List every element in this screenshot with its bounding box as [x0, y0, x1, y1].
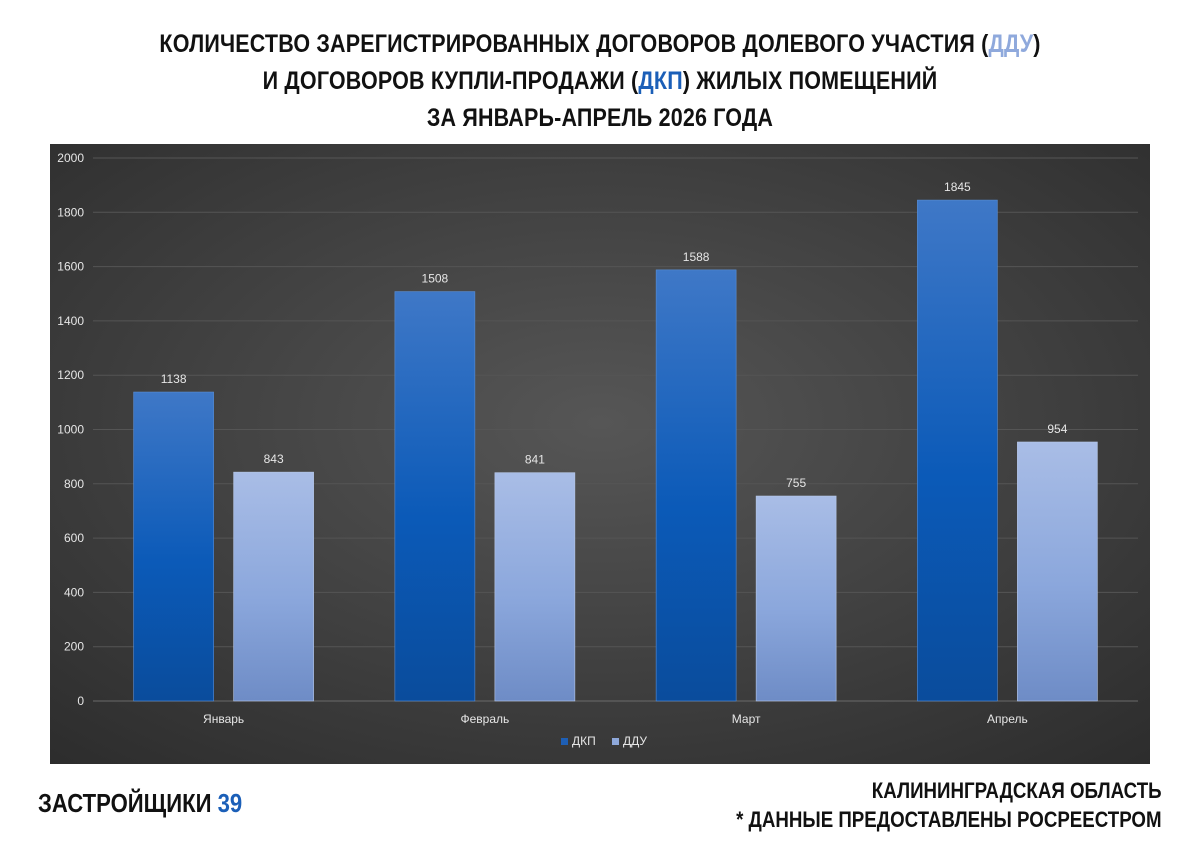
region-label: КАЛИНИНГРАДСКАЯ ОБЛАСТЬ: [872, 778, 1162, 803]
data-label: 1845: [944, 180, 971, 194]
x-tick-label: Апрель: [987, 712, 1028, 726]
bar-ddu: [1017, 441, 1098, 702]
chart-title: КОЛИЧЕСТВО ЗАРЕГИСТРИРОВАННЫХ ДОГОВОРОВ …: [84, 26, 1116, 137]
bars: 1138 843 1508 841 1588 755 1845 954: [133, 180, 1098, 702]
y-tick-label: 600: [64, 531, 84, 545]
y-tick-label: 800: [64, 477, 84, 491]
legend-swatch-dkp: [561, 738, 568, 745]
brand-name: ЗАСТРОЙЩИКИ: [38, 788, 212, 818]
data-label: 755: [786, 476, 806, 490]
data-label: 1508: [422, 272, 449, 286]
y-tick-label: 200: [64, 640, 84, 654]
bar-dkp: [917, 199, 998, 702]
bar-dkp: [133, 391, 214, 702]
brand-number: 39: [217, 788, 243, 818]
y-tick-label: 2000: [57, 151, 84, 165]
source-note: * ДАННЫЕ ПРЕДОСТАВЛЕНЫ РОСРЕЕСТРОМ: [736, 807, 1162, 832]
y-tick-label: 0: [77, 694, 84, 708]
data-label: 843: [264, 452, 284, 466]
footer-notes: КАЛИНИНГРАДСКАЯ ОБЛАСТЬ * ДАННЫЕ ПРЕДОСТ…: [737, 776, 1162, 834]
legend-label: ДДУ: [623, 734, 647, 748]
bar-ddu: [233, 471, 314, 702]
bar-dkp: [394, 291, 476, 702]
legend: ДКП ДДУ: [561, 734, 647, 748]
title-ddu-highlight: ДДУ: [988, 30, 1034, 58]
bar-ddu: [494, 472, 576, 702]
title-dkp-highlight: ДКП: [638, 67, 683, 95]
bar-dkp: [655, 269, 737, 702]
bar-ddu: [755, 495, 837, 702]
title-line-2: И ДОГОВОРОВ КУПЛИ-ПРОДАЖИ (ДКП) ЖИЛЫХ ПО…: [262, 67, 938, 95]
bar-chart: 0 200 400 600 800 1000 1200 1400 1600 1800 2000 11…: [50, 144, 1150, 764]
x-tick-label: Февраль: [460, 712, 509, 726]
data-label: 841: [525, 453, 545, 467]
data-label: 1588: [683, 250, 710, 264]
y-tick-label: 1000: [57, 423, 84, 437]
y-tick-label: 1800: [57, 205, 84, 219]
y-tick-label: 400: [64, 585, 84, 599]
title-line-1: КОЛИЧЕСТВО ЗАРЕГИСТРИРОВАННЫХ ДОГОВОРОВ …: [159, 30, 1041, 58]
legend-label: ДКП: [572, 734, 596, 748]
y-axis: 0 200 400 600 800 1000 1200 1400 1600 1800 2000: [57, 151, 84, 708]
chart-area: 0 200 400 600 800 1000 1200 1400 1600 1800 2000 11…: [50, 144, 1150, 764]
x-tick-label: Март: [732, 712, 761, 726]
brand-logo-text: ЗАСТРОЙЩИКИ 39: [38, 788, 242, 819]
data-label: 1138: [161, 372, 187, 386]
x-axis: Январь Февраль Март Апрель: [203, 712, 1028, 726]
title-line-3: ЗА ЯНВАРЬ-АПРЕЛЬ 2026 ГОДА: [426, 104, 774, 132]
y-tick-label: 1400: [57, 314, 84, 328]
legend-swatch-ddu: [612, 738, 619, 745]
y-tick-label: 1600: [57, 260, 84, 274]
x-tick-label: Январь: [203, 712, 244, 726]
data-label: 954: [1047, 422, 1067, 436]
y-tick-label: 1200: [57, 368, 84, 382]
